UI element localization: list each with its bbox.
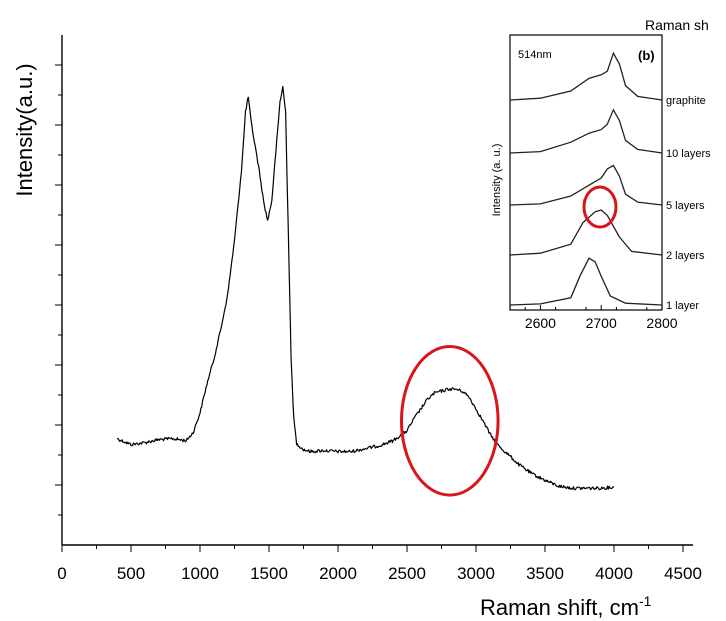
spectrum-line bbox=[116, 85, 615, 491]
inset-series-label: graphite bbox=[666, 95, 706, 107]
inset-x-tick-label: 2600 bbox=[525, 315, 556, 331]
inset-trace-10-layers bbox=[509, 108, 663, 154]
inset-series-label: 2 layers bbox=[666, 250, 705, 262]
x-tick-label: 500 bbox=[117, 564, 145, 583]
inset-series-label: 5 layers bbox=[666, 200, 705, 212]
x-tick-label: 0 bbox=[57, 564, 66, 583]
main-axes: 0 500 1000 1500 2000 2500 3000 3500 4000 4500 bbox=[55, 35, 702, 583]
inset-x-tick-label: 2800 bbox=[646, 315, 677, 331]
inset-frame bbox=[509, 34, 663, 311]
inset-y-axis-title: Intensity (a. u.) bbox=[491, 144, 503, 217]
highlight-ellipse-2d-band bbox=[399, 345, 500, 497]
inset-series-label: 1 layer bbox=[666, 300, 699, 312]
x-axis-title-text: Raman shift, cm bbox=[480, 595, 639, 620]
x-tick-label: 1000 bbox=[181, 564, 219, 583]
x-axis-title: Raman shift, cm-1 bbox=[480, 593, 652, 620]
inset-wavelength-label: 514nm bbox=[518, 49, 552, 61]
main-plot-area bbox=[116, 85, 615, 497]
y-axis-title: Intensity(a.u.) bbox=[12, 63, 37, 196]
inset-trace-1-layer bbox=[509, 257, 663, 306]
x-tick-label: 4000 bbox=[595, 564, 633, 583]
inset-trace-graphite bbox=[509, 51, 663, 101]
inset-trace-2-layers bbox=[509, 209, 663, 256]
x-tick-label: 4500 bbox=[664, 564, 702, 583]
x-tick-label: 3000 bbox=[457, 564, 495, 583]
inset-series-label: 10 layers bbox=[666, 148, 711, 160]
inset-trace-5-layers bbox=[509, 164, 663, 206]
x-tick-label: 3500 bbox=[526, 564, 564, 583]
inset-x-tick-label: 2700 bbox=[586, 315, 617, 331]
x-tick-label: 2500 bbox=[388, 564, 426, 583]
inset-highlight-circle bbox=[582, 185, 618, 229]
inset-chart: Raman sh 514nm (b) Intensity (a. u.) 2600 270… bbox=[491, 17, 711, 331]
x-axis-title-superscript: -1 bbox=[639, 593, 652, 609]
inset-panel-label: (b) bbox=[638, 48, 655, 63]
x-tick-label: 1500 bbox=[250, 564, 288, 583]
inset-title-partial: Raman sh bbox=[645, 17, 709, 33]
x-tick-label: 2000 bbox=[319, 564, 357, 583]
